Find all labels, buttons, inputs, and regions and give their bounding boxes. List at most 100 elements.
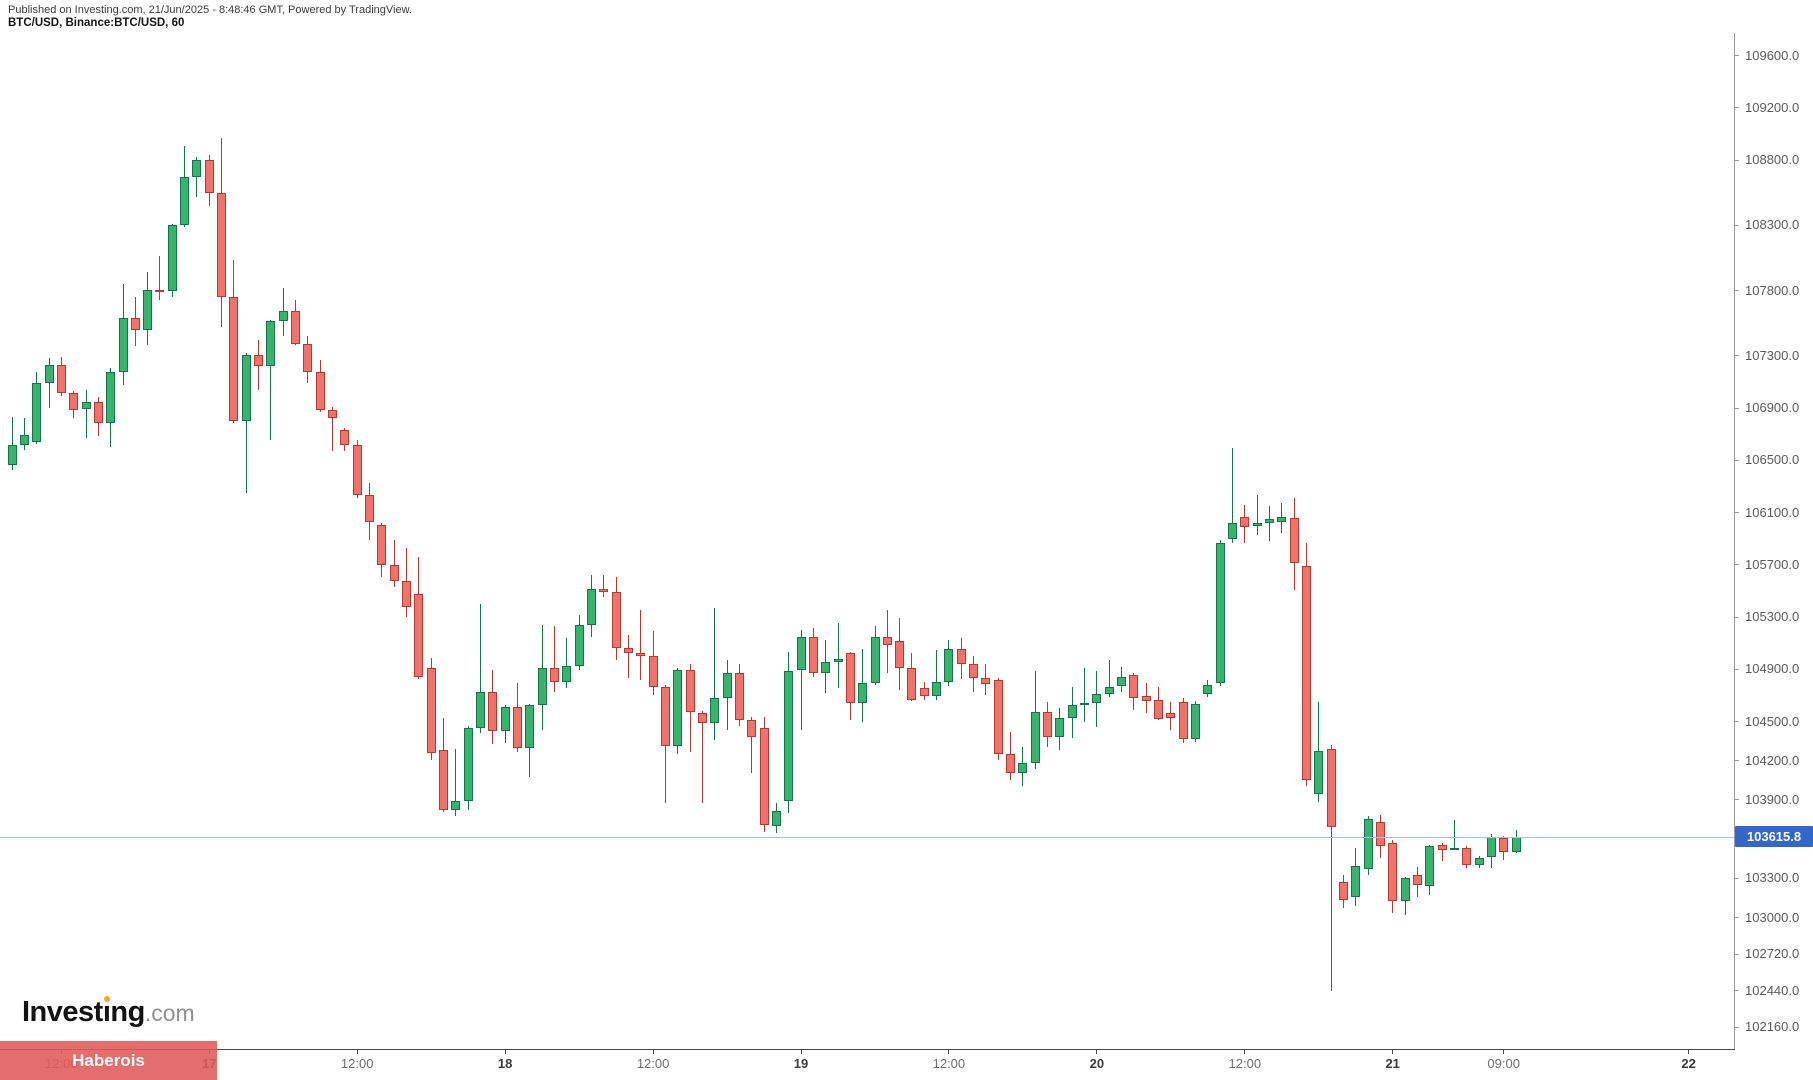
price-tick-label: 104900.0 [1745, 661, 1800, 677]
candle-wick [714, 608, 716, 740]
candle [7, 444, 17, 465]
time-tick [1244, 1049, 1246, 1054]
time-tick [1392, 1049, 1394, 1054]
candle-wick [85, 390, 87, 439]
candle [1067, 705, 1077, 719]
candle-wick [603, 574, 605, 597]
candle [562, 666, 572, 682]
candle [833, 659, 843, 662]
candle-wick [566, 638, 568, 689]
price-axis[interactable] [1734, 33, 1735, 1049]
candle [1006, 753, 1016, 774]
time-tick-label: 12:00 [1228, 1056, 1262, 1071]
candle [549, 667, 559, 682]
candle [1449, 847, 1459, 850]
price-tick-label: 106900.0 [1745, 400, 1800, 416]
candle-wick [640, 610, 642, 680]
price-tick-label: 104200.0 [1745, 752, 1800, 768]
candle-wick [23, 418, 25, 451]
candle [685, 670, 695, 713]
price-tick [1734, 668, 1739, 670]
candle [1400, 877, 1410, 902]
candle [44, 364, 54, 383]
candle [1104, 686, 1114, 694]
time-tick-label: 20 [1089, 1056, 1105, 1071]
time-tick-label: 12:00 [636, 1056, 670, 1071]
price-tick-label: 104500.0 [1745, 713, 1800, 729]
candle [488, 691, 498, 732]
candle [1240, 517, 1250, 528]
candle [537, 667, 547, 705]
candle [907, 668, 917, 701]
price-tick [1734, 290, 1739, 292]
candle [402, 581, 411, 607]
candle [1203, 685, 1213, 695]
time-tick-label: 21 [1385, 1056, 1400, 1071]
candle [1129, 674, 1139, 699]
candle [673, 670, 683, 747]
candle [660, 687, 670, 747]
price-tick-label: 108800.0 [1745, 152, 1800, 167]
time-tick [356, 1049, 358, 1054]
time-tick-label: 19 [793, 1056, 809, 1071]
candle [1363, 819, 1373, 870]
time-tick-label: 18 [497, 1056, 513, 1071]
candlestick-chart[interactable] [0, 0, 1734, 1049]
candle [365, 495, 374, 523]
candle [747, 719, 757, 738]
candle [130, 318, 140, 330]
candle [1080, 703, 1089, 706]
candle [192, 159, 202, 178]
candle [439, 749, 448, 810]
candle [1277, 516, 1287, 522]
candle [1141, 696, 1151, 702]
price-tick [1734, 224, 1739, 226]
candle [574, 625, 584, 667]
candle-wick [553, 626, 555, 692]
candle [106, 372, 116, 424]
price-tick [1734, 917, 1739, 918]
candle-wick [751, 716, 753, 774]
candle [266, 321, 276, 367]
candle-wick [1441, 842, 1443, 862]
candle [1437, 845, 1447, 850]
candle [1191, 704, 1200, 740]
time-tick [652, 1049, 654, 1054]
candle-wick [1256, 495, 1258, 535]
time-tick [948, 1049, 950, 1054]
candle [414, 594, 424, 678]
investing-com-logo: Investıng.com [22, 996, 195, 1029]
time-tick [504, 1049, 506, 1054]
candle-wick [627, 634, 629, 678]
candle [623, 647, 633, 654]
price-tick [1734, 107, 1739, 109]
price-tick-label: 102160.0 [1745, 1019, 1800, 1035]
price-tick [1734, 512, 1739, 514]
candle [155, 290, 165, 293]
price-tick-label: 105700.0 [1745, 556, 1800, 572]
candle-wick [936, 649, 938, 701]
price-tick [1734, 407, 1739, 409]
candle [1511, 836, 1521, 852]
price-tick-label: 106500.0 [1745, 452, 1800, 468]
candle [217, 192, 227, 297]
candle [204, 159, 214, 193]
price-tick [1734, 616, 1739, 618]
time-tick [1096, 1049, 1098, 1054]
published-attribution-text: Published on Investing.com, 21/Jun/2025 … [8, 4, 412, 16]
price-tick [1734, 799, 1739, 801]
candle [1326, 748, 1336, 827]
candle [697, 712, 707, 723]
candle [229, 296, 239, 422]
candle [722, 673, 732, 699]
candle [1092, 693, 1102, 704]
last-price-badge[interactable]: 103615.8 [1735, 826, 1813, 847]
logo-orange-dot: ı [102, 996, 111, 1028]
price-tick-label: 103000.0 [1745, 909, 1800, 925]
candle [389, 565, 399, 582]
candle-wick [1330, 744, 1332, 992]
candle [328, 410, 337, 418]
candle [611, 592, 621, 648]
time-axis[interactable] [0, 1049, 1735, 1050]
